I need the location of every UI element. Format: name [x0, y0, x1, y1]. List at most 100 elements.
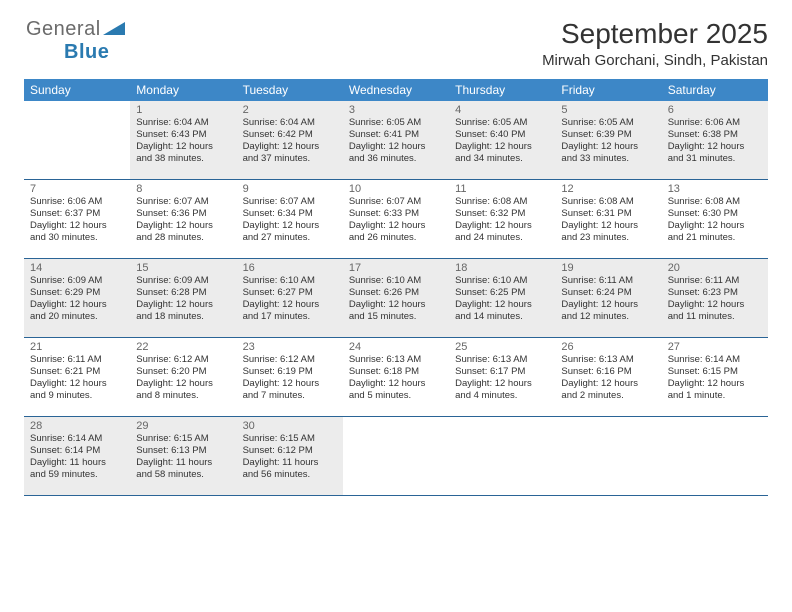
day-cell: 21Sunrise: 6:11 AMSunset: 6:21 PMDayligh…: [24, 338, 130, 416]
daylight-text: Daylight: 12 hours and 8 minutes.: [136, 378, 230, 402]
day-info: Sunrise: 6:05 AMSunset: 6:40 PMDaylight:…: [455, 117, 549, 165]
sunrise-text: Sunrise: 6:04 AM: [243, 117, 337, 129]
day-info: Sunrise: 6:06 AMSunset: 6:38 PMDaylight:…: [668, 117, 762, 165]
day-cell: 18Sunrise: 6:10 AMSunset: 6:25 PMDayligh…: [449, 259, 555, 337]
day-cell: 1Sunrise: 6:04 AMSunset: 6:43 PMDaylight…: [130, 101, 236, 179]
sunrise-text: Sunrise: 6:06 AM: [30, 196, 124, 208]
day-info: Sunrise: 6:06 AMSunset: 6:37 PMDaylight:…: [30, 196, 124, 244]
sunrise-text: Sunrise: 6:14 AM: [30, 433, 124, 445]
day-number: 18: [455, 262, 549, 274]
day-number: 30: [243, 420, 337, 432]
day-cell: 3Sunrise: 6:05 AMSunset: 6:41 PMDaylight…: [343, 101, 449, 179]
day-number: 26: [561, 341, 655, 353]
daylight-text: Daylight: 12 hours and 27 minutes.: [243, 220, 337, 244]
day-number: 19: [561, 262, 655, 274]
daylight-text: Daylight: 12 hours and 36 minutes.: [349, 141, 443, 165]
day-cell: 13Sunrise: 6:08 AMSunset: 6:30 PMDayligh…: [662, 180, 768, 258]
header: General Blue September 2025 Mirwah Gorch…: [24, 18, 768, 69]
day-cell: 20Sunrise: 6:11 AMSunset: 6:23 PMDayligh…: [662, 259, 768, 337]
day-header: Monday: [130, 79, 236, 101]
day-number: 20: [668, 262, 762, 274]
day-number: 16: [243, 262, 337, 274]
sunrise-text: Sunrise: 6:15 AM: [243, 433, 337, 445]
day-number: 15: [136, 262, 230, 274]
daylight-text: Daylight: 12 hours and 14 minutes.: [455, 299, 549, 323]
sunset-text: Sunset: 6:21 PM: [30, 366, 124, 378]
day-cell: 28Sunrise: 6:14 AMSunset: 6:14 PMDayligh…: [24, 417, 130, 495]
day-info: Sunrise: 6:10 AMSunset: 6:26 PMDaylight:…: [349, 275, 443, 323]
sunrise-text: Sunrise: 6:12 AM: [136, 354, 230, 366]
sunset-text: Sunset: 6:25 PM: [455, 287, 549, 299]
day-info: Sunrise: 6:04 AMSunset: 6:42 PMDaylight:…: [243, 117, 337, 165]
sunrise-text: Sunrise: 6:10 AM: [349, 275, 443, 287]
day-number: 24: [349, 341, 443, 353]
sunrise-text: Sunrise: 6:13 AM: [561, 354, 655, 366]
sunset-text: Sunset: 6:36 PM: [136, 208, 230, 220]
day-number: 5: [561, 104, 655, 116]
week-row: 7Sunrise: 6:06 AMSunset: 6:37 PMDaylight…: [24, 180, 768, 259]
sunrise-text: Sunrise: 6:08 AM: [668, 196, 762, 208]
daylight-text: Daylight: 12 hours and 1 minute.: [668, 378, 762, 402]
daylight-text: Daylight: 12 hours and 2 minutes.: [561, 378, 655, 402]
sunset-text: Sunset: 6:42 PM: [243, 129, 337, 141]
day-info: Sunrise: 6:07 AMSunset: 6:34 PMDaylight:…: [243, 196, 337, 244]
day-number: 23: [243, 341, 337, 353]
day-info: Sunrise: 6:11 AMSunset: 6:24 PMDaylight:…: [561, 275, 655, 323]
sunrise-text: Sunrise: 6:05 AM: [561, 117, 655, 129]
sunrise-text: Sunrise: 6:06 AM: [668, 117, 762, 129]
sunrise-text: Sunrise: 6:05 AM: [349, 117, 443, 129]
day-number: 12: [561, 183, 655, 195]
week-row: 14Sunrise: 6:09 AMSunset: 6:29 PMDayligh…: [24, 259, 768, 338]
day-header: Sunday: [24, 79, 130, 101]
day-number: 13: [668, 183, 762, 195]
daylight-text: Daylight: 12 hours and 4 minutes.: [455, 378, 549, 402]
month-title: September 2025: [542, 18, 768, 50]
sunrise-text: Sunrise: 6:09 AM: [136, 275, 230, 287]
daylight-text: Daylight: 12 hours and 20 minutes.: [30, 299, 124, 323]
day-header: Saturday: [662, 79, 768, 101]
logo-triangle-icon: [103, 22, 125, 36]
sunrise-text: Sunrise: 6:08 AM: [455, 196, 549, 208]
sunset-text: Sunset: 6:33 PM: [349, 208, 443, 220]
day-cell: 2Sunrise: 6:04 AMSunset: 6:42 PMDaylight…: [237, 101, 343, 179]
sunrise-text: Sunrise: 6:10 AM: [243, 275, 337, 287]
day-info: Sunrise: 6:15 AMSunset: 6:13 PMDaylight:…: [136, 433, 230, 481]
sunset-text: Sunset: 6:28 PM: [136, 287, 230, 299]
day-info: Sunrise: 6:10 AMSunset: 6:27 PMDaylight:…: [243, 275, 337, 323]
week-row: 21Sunrise: 6:11 AMSunset: 6:21 PMDayligh…: [24, 338, 768, 417]
day-header: Wednesday: [343, 79, 449, 101]
day-info: Sunrise: 6:11 AMSunset: 6:23 PMDaylight:…: [668, 275, 762, 323]
day-cell: 6Sunrise: 6:06 AMSunset: 6:38 PMDaylight…: [662, 101, 768, 179]
day-cell: [555, 417, 661, 495]
day-number: 14: [30, 262, 124, 274]
day-cell: 5Sunrise: 6:05 AMSunset: 6:39 PMDaylight…: [555, 101, 661, 179]
day-number: 25: [455, 341, 549, 353]
day-info: Sunrise: 6:13 AMSunset: 6:16 PMDaylight:…: [561, 354, 655, 402]
day-cell: 8Sunrise: 6:07 AMSunset: 6:36 PMDaylight…: [130, 180, 236, 258]
logo: General Blue: [24, 18, 126, 64]
day-info: Sunrise: 6:05 AMSunset: 6:41 PMDaylight:…: [349, 117, 443, 165]
location-text: Mirwah Gorchani, Sindh, Pakistan: [542, 52, 768, 69]
day-number: 6: [668, 104, 762, 116]
day-cell: 23Sunrise: 6:12 AMSunset: 6:19 PMDayligh…: [237, 338, 343, 416]
sunset-text: Sunset: 6:27 PM: [243, 287, 337, 299]
daylight-text: Daylight: 12 hours and 12 minutes.: [561, 299, 655, 323]
day-cell: [24, 101, 130, 179]
day-info: Sunrise: 6:12 AMSunset: 6:20 PMDaylight:…: [136, 354, 230, 402]
sunset-text: Sunset: 6:19 PM: [243, 366, 337, 378]
day-cell: 26Sunrise: 6:13 AMSunset: 6:16 PMDayligh…: [555, 338, 661, 416]
sunrise-text: Sunrise: 6:08 AM: [561, 196, 655, 208]
sunrise-text: Sunrise: 6:07 AM: [136, 196, 230, 208]
week-row: 28Sunrise: 6:14 AMSunset: 6:14 PMDayligh…: [24, 417, 768, 496]
sunset-text: Sunset: 6:39 PM: [561, 129, 655, 141]
sunrise-text: Sunrise: 6:05 AM: [455, 117, 549, 129]
daylight-text: Daylight: 12 hours and 26 minutes.: [349, 220, 443, 244]
day-cell: 29Sunrise: 6:15 AMSunset: 6:13 PMDayligh…: [130, 417, 236, 495]
daylight-text: Daylight: 12 hours and 17 minutes.: [243, 299, 337, 323]
day-cell: 15Sunrise: 6:09 AMSunset: 6:28 PMDayligh…: [130, 259, 236, 337]
day-cell: [343, 417, 449, 495]
day-cell: 14Sunrise: 6:09 AMSunset: 6:29 PMDayligh…: [24, 259, 130, 337]
day-number: 22: [136, 341, 230, 353]
sunset-text: Sunset: 6:20 PM: [136, 366, 230, 378]
day-cell: [662, 417, 768, 495]
